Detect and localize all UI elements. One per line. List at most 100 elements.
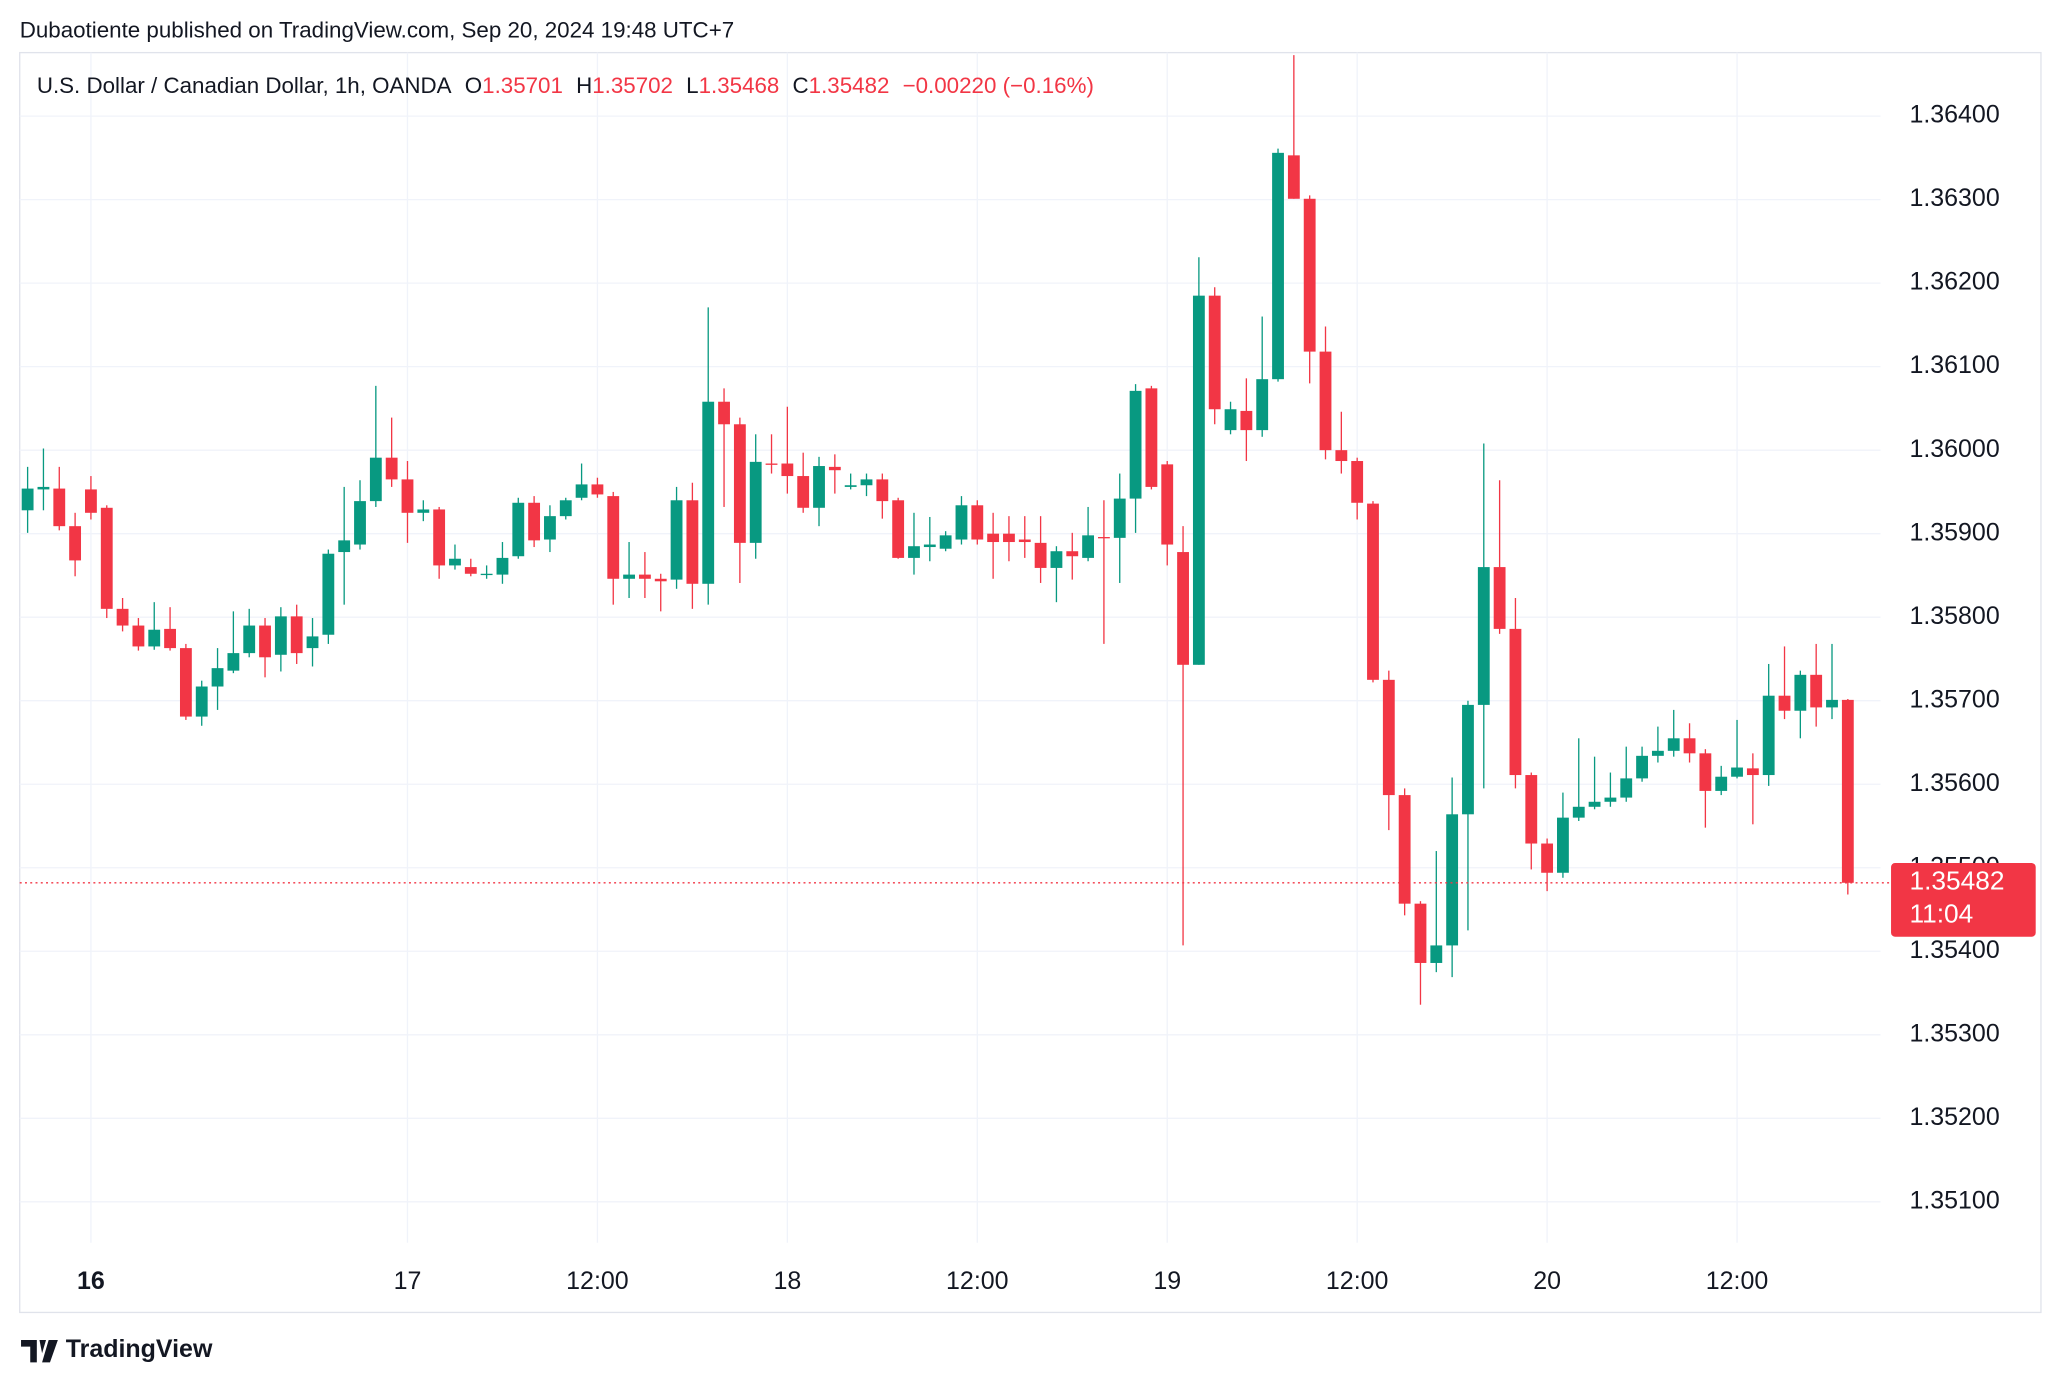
x-tick-label: 18 — [773, 1267, 801, 1295]
y-tick-label: 1.35700 — [1909, 685, 1999, 713]
candle-body — [1715, 776, 1728, 791]
x-tick-label: 12:00 — [1326, 1267, 1388, 1295]
ohlc-key: L — [686, 73, 698, 98]
change: −0.00220 (−0.16%) — [903, 73, 1094, 98]
candle-body — [1129, 390, 1142, 499]
ohlc-value: 1.35701 — [482, 73, 563, 98]
candle-body — [1050, 551, 1063, 568]
candle-body — [1208, 295, 1221, 410]
candle-body — [1683, 738, 1696, 754]
candle-body — [591, 484, 604, 495]
x-tick-label: 20 — [1533, 1267, 1561, 1295]
candle-body — [860, 479, 873, 486]
candle-body — [1398, 795, 1411, 904]
candle-body — [1826, 699, 1838, 708]
candle-body — [1493, 567, 1506, 629]
candle-body — [322, 553, 335, 635]
candle-body — [559, 500, 572, 517]
ohlc-value: 1.35702 — [592, 73, 673, 98]
candle-body — [1794, 674, 1807, 711]
y-tick-label: 1.35800 — [1909, 602, 1999, 630]
x-tick-label: 12:00 — [1706, 1267, 1768, 1295]
candle-body — [1462, 704, 1474, 815]
grid — [19, 52, 1881, 1243]
candle-body — [987, 533, 1000, 543]
candle-body — [401, 479, 414, 513]
candle-body — [1018, 539, 1031, 543]
candle-body — [1367, 503, 1379, 680]
candle-body — [1509, 628, 1522, 776]
candle-body — [274, 616, 287, 655]
candle-body — [939, 535, 952, 549]
candle-body — [1335, 450, 1348, 462]
y-tick-label: 1.36300 — [1909, 184, 1999, 212]
candle-body — [544, 516, 556, 540]
candle-body — [797, 476, 810, 508]
x-tick-label: 17 — [394, 1267, 422, 1295]
candle-body — [1762, 695, 1775, 776]
price-tag-label: 1.35482 — [1909, 866, 2004, 896]
candle-body — [844, 485, 857, 487]
candle-body — [1177, 552, 1189, 665]
candle-body — [1161, 464, 1174, 545]
candle-body — [971, 505, 984, 540]
candle-body — [623, 574, 635, 579]
ohlc-value: 1.35482 — [809, 73, 890, 98]
candle-body — [496, 557, 509, 575]
candle-body — [1572, 806, 1585, 818]
candle-body — [306, 636, 319, 649]
candle-body — [433, 509, 446, 566]
y-tick-label: 1.36400 — [1909, 101, 1999, 129]
y-tick-label: 1.35600 — [1909, 769, 1999, 797]
candle-body — [464, 567, 477, 574]
brand: TradingView — [66, 1335, 213, 1363]
candle-body — [1430, 945, 1443, 963]
candle-body — [290, 616, 303, 654]
candle-body — [1034, 542, 1047, 568]
candle-body — [100, 507, 113, 609]
candle-body — [607, 496, 620, 579]
candle-body — [211, 668, 224, 687]
candle-body — [1003, 533, 1015, 543]
candle-body — [1557, 817, 1569, 873]
candle-body — [1066, 551, 1079, 557]
y-tick-label: 1.36100 — [1909, 351, 1999, 379]
y-tick-label: 1.35300 — [1909, 1019, 1999, 1047]
price-tag — [1891, 863, 2036, 937]
x-tick-label: 12:00 — [566, 1267, 628, 1295]
y-tick-label: 1.35400 — [1909, 936, 1999, 964]
candle-body — [417, 509, 430, 513]
chart-frame — [19, 51, 2042, 1314]
candle-body — [53, 488, 66, 527]
candle-body — [338, 540, 351, 553]
candle-body — [575, 484, 588, 498]
candle-body — [828, 466, 841, 471]
candle-body — [1699, 753, 1712, 791]
candle-body — [528, 502, 541, 541]
candle-body — [1651, 750, 1664, 756]
candle-body — [876, 479, 889, 502]
candle-body — [1810, 674, 1823, 708]
candle-body — [923, 544, 936, 548]
candle-body — [813, 466, 825, 508]
candle-body — [1541, 843, 1554, 873]
candle-body — [1477, 567, 1490, 705]
candle-body — [1192, 295, 1205, 665]
candle-body — [148, 629, 161, 647]
candle-body — [1113, 498, 1126, 538]
candle-body — [132, 625, 145, 647]
candle-body — [1082, 535, 1095, 558]
candle-body — [195, 686, 208, 717]
candle-body — [654, 578, 667, 582]
candle-body — [1240, 410, 1253, 431]
y-tick-label: 1.36000 — [1909, 435, 1999, 463]
candle-body — [179, 648, 192, 717]
candle-body — [749, 461, 762, 543]
y-tick-label: 1.36200 — [1909, 268, 1999, 296]
candle-body — [1303, 198, 1316, 352]
candle-body — [1382, 679, 1395, 796]
candle-body — [227, 653, 240, 671]
candle-body — [1272, 152, 1284, 380]
candle-body — [1319, 351, 1332, 451]
